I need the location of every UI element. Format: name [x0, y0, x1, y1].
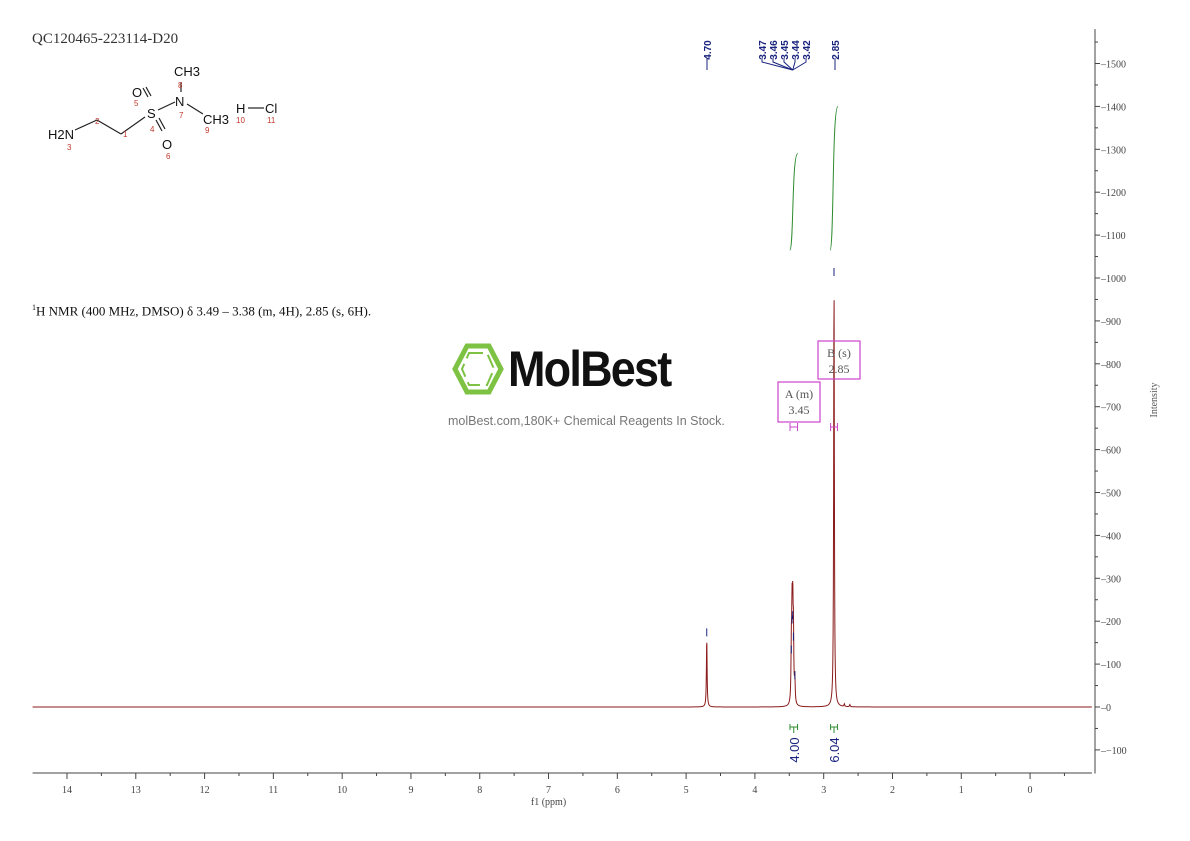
atom-number: 2: [95, 117, 100, 126]
atom-number: 6: [166, 152, 171, 161]
peak-label-connector: [792, 58, 796, 71]
x-tick-label: 8: [477, 785, 482, 796]
atom-number: 8: [178, 81, 183, 90]
y-tick-label: –1100: [1100, 231, 1126, 242]
y-tick-label: –100: [1100, 660, 1121, 671]
x-tick-label: 2: [890, 785, 895, 796]
atom-oxygen-5: O: [132, 85, 142, 100]
multiplet-box: [777, 381, 821, 423]
x-tick-label: 7: [546, 785, 551, 796]
y-tick-label: –1000: [1100, 274, 1126, 285]
y-tick-label: –800: [1100, 360, 1121, 371]
x-tick-label: 9: [408, 785, 413, 796]
y-tick-label: –1500: [1100, 60, 1126, 71]
x-tick-label: 4: [752, 785, 757, 796]
y-tick-label: –400: [1100, 531, 1121, 542]
y-tick-label: –300: [1100, 574, 1121, 585]
atom-number: 9: [205, 126, 210, 135]
atom-number: 11: [267, 116, 276, 125]
peak-label: 3.46: [769, 40, 780, 60]
description-text: H NMR (400 MHz, DMSO) δ 3.49 – 3.38 (m, …: [36, 303, 372, 319]
nmr-description: 1H NMR (400 MHz, DMSO) δ 3.49 – 3.38 (m,…: [32, 303, 371, 319]
integral-bracket: [830, 724, 838, 733]
integral-curve: [789, 153, 799, 251]
peak-label-connector: [772, 58, 793, 71]
integral-value: 6.04: [827, 737, 842, 762]
watermark-brand: MolBest: [508, 341, 672, 397]
atom-nitrogen: N: [175, 94, 184, 109]
peak-label: 3.44: [791, 40, 802, 60]
x-tick-label: 13: [131, 785, 141, 796]
y-tick-label: –900: [1100, 317, 1121, 328]
atom-hydrogen: H: [236, 101, 245, 116]
atom-number: 4: [150, 125, 155, 134]
multiplet-label: A (m): [785, 387, 813, 401]
integral-curve: [829, 105, 839, 251]
x-tick-label: 12: [200, 785, 210, 796]
multiplet-range: [830, 423, 838, 431]
peak-label-connector: [783, 58, 794, 71]
y-axis-label: Intensity: [1149, 383, 1160, 418]
y-tick-label: –1200: [1100, 188, 1126, 199]
peak-label: 3.47: [758, 40, 769, 60]
x-tick-label: 3: [821, 785, 826, 796]
multiplet-range: [789, 423, 799, 431]
x-tick-label: 1: [959, 785, 964, 796]
molbest-logo: [452, 343, 504, 395]
y-tick-label: –0: [1100, 703, 1111, 714]
atom-methyl-8: CH3: [174, 64, 200, 79]
peak-label: 3.45: [780, 40, 791, 60]
x-tick-label: 14: [62, 785, 72, 796]
multiplet-box: [817, 340, 861, 380]
x-tick-label: 6: [615, 785, 620, 796]
atom-number: 7: [179, 111, 184, 120]
y-tick-label: –−100: [1100, 746, 1127, 757]
y-tick-label: –600: [1100, 446, 1121, 457]
x-tick-label: 11: [269, 785, 279, 796]
multiplet-shift: 3.45: [789, 403, 810, 417]
peak-label-connector: [761, 58, 793, 71]
integral-value: 4.00: [787, 737, 802, 762]
atom-number: 1: [123, 130, 128, 139]
atom-chlorine: Cl: [265, 101, 277, 116]
superscript: 1: [32, 303, 36, 312]
y-tick-label: –700: [1100, 403, 1121, 414]
atom-number: 10: [236, 116, 245, 125]
peak-label: 4.70: [703, 40, 714, 60]
x-axis-label: f1 (ppm): [531, 797, 566, 808]
atom-sulfur: S: [147, 106, 156, 121]
atom-methyl-9: CH3: [203, 112, 229, 127]
multiplet-shift: 2.85: [829, 362, 850, 376]
y-tick-label: –200: [1100, 617, 1121, 628]
spectrum-line: [32, 300, 1092, 708]
y-tick-label: –500: [1100, 489, 1121, 500]
peak-label-connector: [792, 58, 807, 71]
atom-oxygen-6: O: [162, 137, 172, 152]
atom-number: 3: [67, 143, 72, 152]
multiplet-label: B (s): [827, 346, 851, 360]
y-tick-label: –1400: [1100, 102, 1126, 113]
x-tick-label: 0: [1028, 785, 1033, 796]
peak-label: 2.85: [831, 40, 842, 60]
y-tick-label: –1300: [1100, 145, 1126, 156]
watermark-tagline: molBest.com,180K+ Chemical Reagents In S…: [448, 414, 725, 428]
integral-bracket: [789, 724, 799, 733]
x-tick-label: 10: [337, 785, 347, 796]
chemical-structure: H2N CH3 S N CH3 O O H Cl 1 2 3 4 5 6 7 8…: [48, 64, 277, 161]
x-tick-label: 5: [684, 785, 689, 796]
sample-id: QC120465-223114-D20: [32, 31, 179, 47]
peak-label: 3.42: [802, 40, 813, 60]
atom-amine: H2N: [48, 127, 74, 142]
atom-number: 5: [134, 99, 139, 108]
